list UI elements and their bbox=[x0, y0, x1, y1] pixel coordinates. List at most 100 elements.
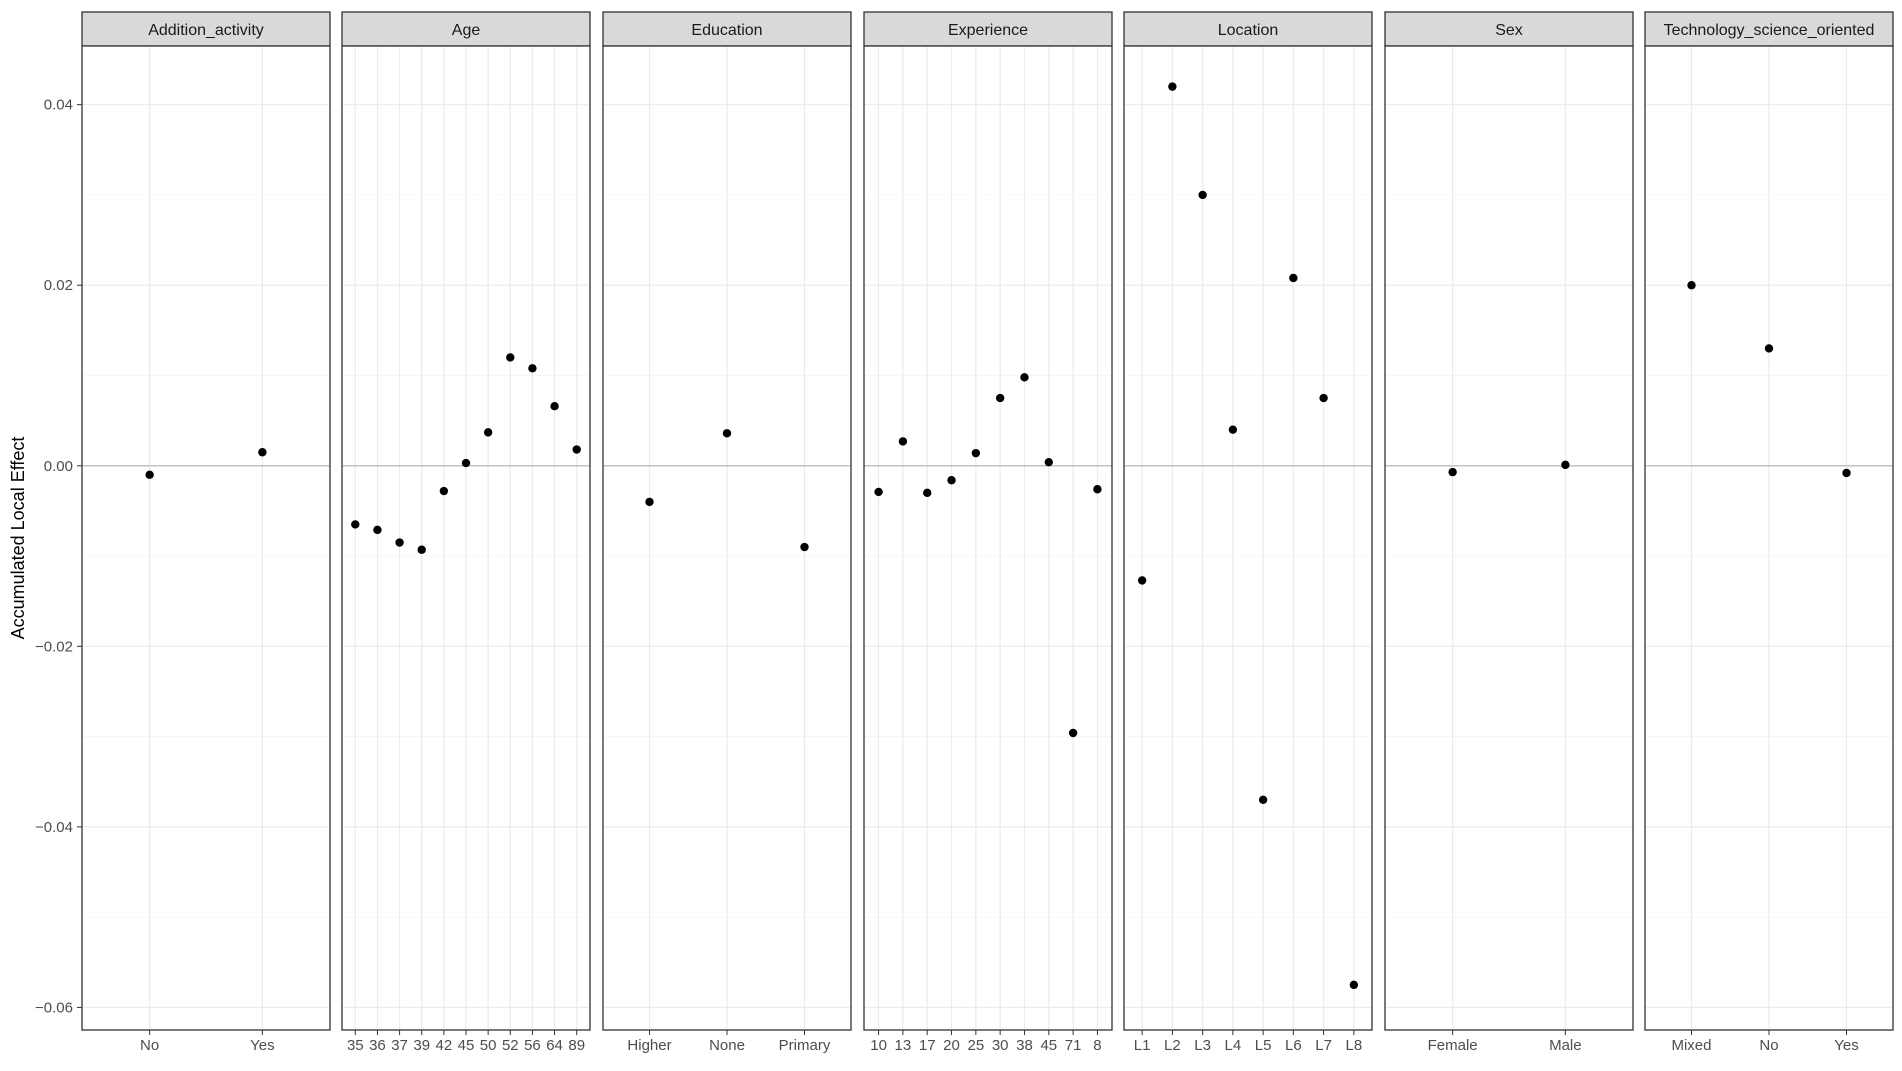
data-point bbox=[1228, 425, 1238, 434]
facet-panel: Technology_science_oriented Mixed No Yes bbox=[1644, 11, 1894, 1054]
data-point bbox=[1198, 190, 1207, 200]
x-tick-label: 39 bbox=[413, 1037, 430, 1054]
facet-panels: Addition_activity No Yes Age 35 36 37 39 42 45 50 5… bbox=[81, 11, 1894, 1054]
data-point bbox=[439, 486, 449, 496]
x-tick-label: 89 bbox=[568, 1037, 585, 1054]
facet-strip bbox=[341, 11, 591, 47]
y-tick-label: −0.04 bbox=[35, 819, 73, 836]
facet-strip-label: Location bbox=[1218, 22, 1279, 39]
data-point bbox=[395, 538, 404, 547]
x-tick-label: Female bbox=[1428, 1037, 1478, 1054]
data-point bbox=[1349, 980, 1359, 990]
facet-strip-label: Experience bbox=[948, 22, 1028, 39]
x-tick-label: Yes bbox=[1834, 1037, 1858, 1054]
x-tick-label: L3 bbox=[1194, 1037, 1211, 1054]
facet-strip bbox=[1123, 11, 1373, 47]
panel-background bbox=[1124, 46, 1372, 1030]
x-tick-label: 56 bbox=[524, 1037, 541, 1054]
facet-strip-label: Sex bbox=[1495, 22, 1523, 39]
data-point bbox=[373, 525, 382, 535]
x-tick-label: Higher bbox=[627, 1037, 671, 1054]
y-tick-label: 0.04 bbox=[44, 97, 73, 114]
data-point bbox=[1561, 460, 1570, 470]
x-tick-label: Male bbox=[1549, 1037, 1582, 1054]
x-tick-label: L8 bbox=[1346, 1037, 1363, 1054]
data-point bbox=[351, 520, 360, 529]
facet-strip-label: Education bbox=[691, 22, 762, 39]
y-tick-label: 0.02 bbox=[44, 277, 73, 294]
panel-border bbox=[81, 45, 331, 1031]
x-tick-label: 13 bbox=[895, 1037, 912, 1054]
data-point bbox=[1044, 457, 1053, 467]
panel-border bbox=[1384, 45, 1634, 1031]
panel-background bbox=[1385, 46, 1633, 1030]
data-point bbox=[1289, 273, 1298, 283]
facet-panel: Addition_activity No Yes bbox=[81, 11, 331, 1054]
x-tick-label: 37 bbox=[391, 1037, 408, 1054]
x-tick-label: 52 bbox=[502, 1037, 519, 1054]
data-point bbox=[258, 448, 267, 457]
panel-border bbox=[1123, 45, 1373, 1031]
data-point bbox=[1842, 468, 1851, 478]
y-tick-label: −0.06 bbox=[35, 999, 73, 1016]
data-point bbox=[1687, 281, 1696, 290]
data-point bbox=[1319, 393, 1328, 403]
panel-background bbox=[864, 46, 1112, 1030]
facet-strip bbox=[1384, 11, 1634, 47]
data-point bbox=[483, 428, 493, 437]
data-point bbox=[1137, 576, 1147, 585]
data-point bbox=[947, 476, 956, 485]
panel-border bbox=[863, 45, 1113, 1031]
panel-background bbox=[82, 46, 330, 1030]
facet-strip-label: Technology_science_oriented bbox=[1664, 22, 1875, 39]
x-tick-label: No bbox=[140, 1037, 159, 1054]
y-axis-title: Accumulated Local Effect bbox=[8, 437, 28, 640]
x-tick-label: Primary bbox=[779, 1037, 831, 1054]
x-tick-label: 45 bbox=[1040, 1037, 1057, 1054]
facet-panel: Age 35 36 37 39 42 45 50 52 56 64 89 bbox=[341, 11, 591, 1054]
data-point bbox=[995, 393, 1005, 403]
data-point bbox=[572, 445, 581, 454]
x-tick-label: L2 bbox=[1164, 1037, 1181, 1054]
data-point bbox=[645, 497, 654, 507]
facet-strip bbox=[1644, 11, 1894, 47]
x-tick-label: L7 bbox=[1315, 1037, 1332, 1054]
x-tick-label: L1 bbox=[1134, 1037, 1151, 1054]
data-point bbox=[417, 545, 426, 554]
x-tick-label: 8 bbox=[1093, 1037, 1101, 1054]
data-point bbox=[461, 458, 471, 468]
facet-panel: Location L1 L2 L3 L4 L5 L6 L7 L8 bbox=[1123, 11, 1373, 1054]
x-tick-label: 38 bbox=[1016, 1037, 1033, 1054]
facet-strip-label: Addition_activity bbox=[148, 22, 264, 39]
x-tick-label: 45 bbox=[458, 1037, 475, 1054]
y-tick-label: 0.00 bbox=[44, 458, 73, 475]
x-tick-label: 30 bbox=[992, 1037, 1009, 1054]
facet-strip bbox=[863, 11, 1113, 47]
data-point bbox=[145, 470, 154, 480]
data-point bbox=[1168, 82, 1177, 91]
data-point bbox=[971, 448, 981, 458]
data-point bbox=[1764, 344, 1774, 353]
data-point bbox=[528, 364, 537, 373]
data-point bbox=[1258, 795, 1268, 804]
x-tick-label: Yes bbox=[250, 1037, 274, 1054]
y-axis-ticks: 0.04 0.02 0.00 −0.02 −0.04 −0.06 bbox=[35, 97, 82, 1016]
x-tick-label: None bbox=[709, 1037, 745, 1054]
x-tick-label: 64 bbox=[546, 1037, 563, 1054]
x-tick-label: 17 bbox=[919, 1037, 936, 1054]
facet-panel: Education Higher None Primary bbox=[602, 11, 852, 1054]
data-point bbox=[722, 429, 732, 438]
data-point bbox=[1020, 373, 1029, 382]
y-tick-label: −0.02 bbox=[35, 638, 73, 655]
x-tick-label: 42 bbox=[436, 1037, 453, 1054]
data-point bbox=[1068, 728, 1078, 738]
facet-panel: Sex Female Male bbox=[1384, 11, 1634, 1054]
x-tick-label: 10 bbox=[870, 1037, 887, 1054]
x-tick-label: L6 bbox=[1285, 1037, 1302, 1054]
data-point bbox=[550, 401, 559, 411]
data-point bbox=[1448, 467, 1457, 477]
data-point bbox=[1093, 485, 1102, 494]
x-tick-label: No bbox=[1759, 1037, 1778, 1054]
x-tick-label: L4 bbox=[1225, 1037, 1242, 1054]
